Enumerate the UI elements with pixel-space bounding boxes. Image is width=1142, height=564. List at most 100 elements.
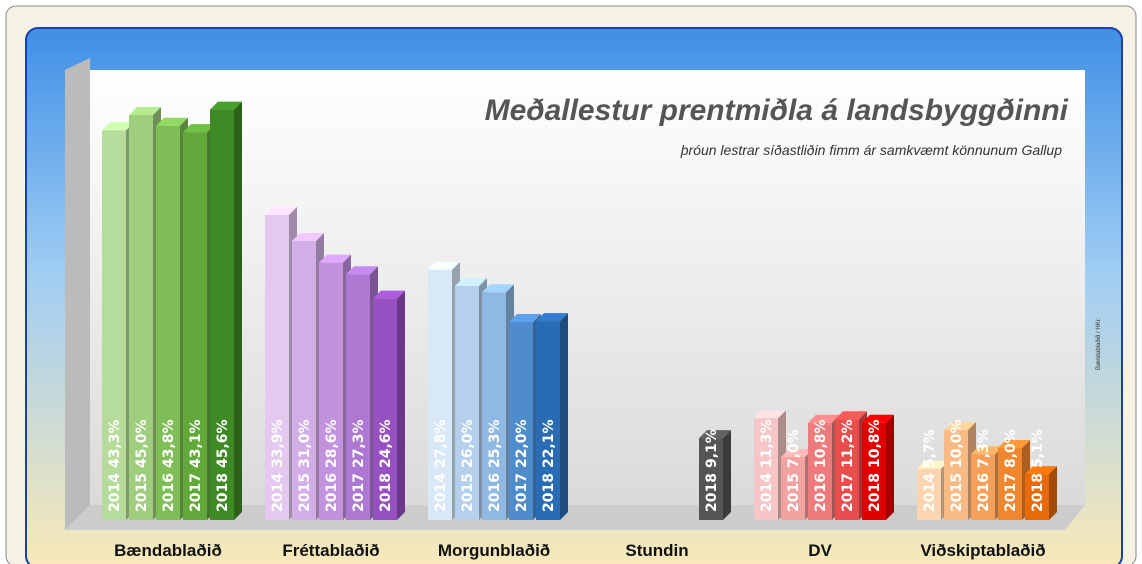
value-text: 33,9%: [270, 419, 286, 468]
value-label: 2016 10,8%: [813, 419, 829, 512]
x-tick-label: Bændablaðið: [114, 541, 222, 560]
bar-top: [129, 107, 161, 115]
bar-side: [1049, 466, 1057, 520]
value-label: 2015 10,0%: [949, 419, 965, 512]
series-name: 2016: [161, 473, 177, 512]
bar: [1025, 474, 1049, 520]
value-text: 9,1%: [704, 429, 720, 468]
bar: [373, 298, 397, 520]
bar-side: [397, 290, 405, 520]
series-name: 2017: [840, 473, 856, 512]
source: Bændablaðið / HKr.: [1095, 318, 1102, 370]
value-label: 2014 33,9%: [270, 419, 286, 512]
bar-top: [917, 460, 949, 469]
value-label: 2017 11,2%: [840, 419, 856, 512]
bar: [455, 286, 479, 520]
series-name: 2014: [270, 473, 286, 512]
value-label: 2016 7,3%: [976, 429, 992, 512]
bar-top: [156, 117, 188, 126]
bar-top: [781, 449, 813, 457]
value-label: 2016 28,6%: [324, 419, 340, 512]
bar-top: [699, 430, 731, 439]
bar-top: [373, 290, 405, 299]
series-name: 2016: [487, 473, 503, 512]
value-text: 10,8%: [813, 419, 829, 468]
value-label: 2017 27,3%: [351, 419, 367, 512]
series-name: 2015: [134, 473, 150, 512]
value-label: 2016 25,3%: [487, 419, 503, 512]
bar-top: [944, 422, 976, 430]
value-text: 22,1%: [541, 419, 557, 468]
value-label: 2017 43,1%: [188, 419, 204, 512]
series-name: 2017: [188, 473, 204, 512]
bar-top: [265, 206, 297, 215]
value-label: 2015 26,0%: [460, 419, 476, 512]
series-name: 2018: [541, 473, 557, 512]
bar-side: [723, 430, 731, 520]
bar-top: [1025, 466, 1057, 475]
value-label: 2014 27,8%: [433, 419, 449, 512]
bar-top: [862, 414, 894, 423]
value-label: 2018 45,6%: [215, 419, 231, 512]
bar-top: [346, 266, 378, 275]
bar-top: [319, 254, 351, 263]
value-text: 31,0%: [297, 419, 313, 468]
series-name: 2015: [297, 473, 313, 512]
value-label: 2014 5,7%: [922, 429, 938, 512]
bar: [482, 292, 506, 520]
bar: [210, 109, 234, 520]
value-label: 2016 43,8%: [161, 419, 177, 512]
bar: [781, 457, 805, 520]
value-text: 43,1%: [188, 419, 204, 468]
bar-top: [210, 101, 242, 110]
value-text: 10,8%: [867, 419, 883, 468]
bar: [265, 214, 289, 520]
bar-top: [754, 410, 786, 419]
value-label: 2014 43,3%: [107, 419, 123, 512]
chart-title: Meðallestur prentmiðla á landsbyggðinni: [485, 94, 1069, 127]
value-text: 10,0%: [949, 419, 965, 468]
bar: [428, 269, 452, 520]
value-text: 25,3%: [487, 419, 503, 468]
bar: [319, 262, 343, 520]
series-name: 2018: [867, 473, 883, 512]
series-name: 2017: [1003, 473, 1019, 512]
value-text: 11,2%: [840, 419, 856, 468]
value-text: 24,6%: [378, 419, 394, 468]
bar: [998, 448, 1022, 520]
series-name: 2015: [460, 473, 476, 512]
value-text: 8,0%: [1003, 429, 1019, 468]
x-tick-label: Fréttablaðið: [282, 541, 379, 560]
bar: [917, 468, 941, 520]
bar: [509, 322, 533, 520]
series-name: 2018: [215, 473, 231, 512]
value-text: 43,3%: [107, 419, 123, 468]
bar-side: [886, 414, 894, 520]
x-tick-label: Viðskiptablaðið: [920, 541, 1045, 560]
bar-top: [998, 440, 1030, 448]
value-label: 2018 22,1%: [541, 419, 557, 512]
x-tick-label: DV: [808, 541, 832, 560]
value-label: 2017 8,0%: [1003, 429, 1019, 512]
value-text: 7,0%: [786, 429, 802, 468]
bar-top: [808, 414, 840, 423]
bar-top: [428, 261, 460, 270]
bar: [699, 438, 723, 520]
value-label: 2018 10,8%: [867, 419, 883, 512]
value-label: 2014 11,3%: [759, 419, 775, 512]
chart-subtitle: þróun lestrar síðastliðin fimm ár samkvæ…: [680, 142, 1062, 158]
bar-top: [509, 314, 541, 322]
series-name: 2014: [107, 473, 123, 512]
bar: [183, 132, 207, 520]
series-name: 2016: [324, 473, 340, 512]
bar-top: [455, 278, 487, 286]
bar: [292, 241, 316, 520]
bar-top: [536, 313, 568, 322]
value-text: 43,8%: [161, 419, 177, 468]
value-label: 2018 9,1%: [704, 429, 720, 512]
value-text: 5,1%: [1030, 429, 1046, 468]
bar: [102, 130, 126, 521]
series-name: 2016: [976, 473, 992, 512]
left-wall: [65, 58, 90, 530]
